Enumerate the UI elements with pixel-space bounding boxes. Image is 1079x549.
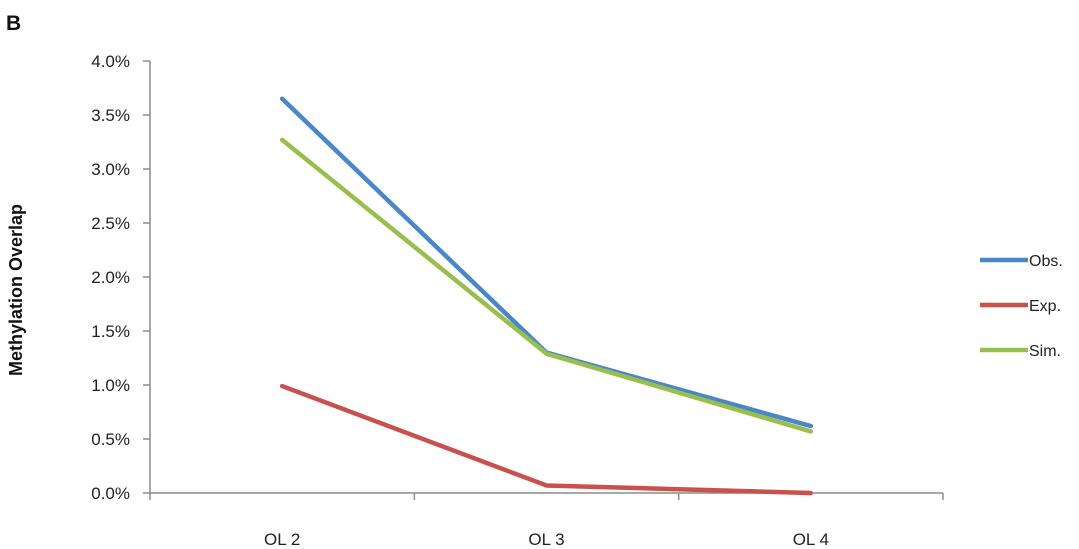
y-axis-title: Methylation Overlap <box>6 204 26 376</box>
legend-label-exp: Exp. <box>1029 298 1061 315</box>
legend-label-sim: Sim. <box>1029 343 1061 360</box>
chart-axes <box>149 61 943 494</box>
series-line-exp <box>279 383 814 496</box>
y-tick-label: 1.0% <box>91 376 130 395</box>
series-line-obs <box>279 96 814 429</box>
y-tick-label: 4.0% <box>91 52 130 71</box>
y-tick-label: 2.0% <box>91 268 130 287</box>
y-tick-label: 3.5% <box>91 106 130 125</box>
panel-label: B <box>6 12 22 35</box>
legend: Obs. Exp. Sim. <box>980 253 1063 360</box>
x-tick-label: OL 4 <box>793 530 829 549</box>
series-line-sim <box>279 137 814 434</box>
y-tick-label: 0.5% <box>91 430 130 449</box>
y-tick-label: 2.5% <box>91 214 130 233</box>
legend-label-obs: Obs. <box>1029 253 1063 270</box>
y-tick-label: 1.5% <box>91 322 130 341</box>
x-axis-ticks: OL 2 OL 3 OL 4 <box>149 493 944 549</box>
series-lines <box>279 96 814 496</box>
x-tick-label: OL 2 <box>264 530 300 549</box>
y-tick-label: 0.0% <box>91 484 130 503</box>
y-tick-label: 3.0% <box>91 160 130 179</box>
y-axis-ticks: 0.0% 0.5% 1.0% 1.5% 2.0% 2.5% 3.0% 3.5% 4.0% <box>91 52 150 503</box>
x-tick-label: OL 3 <box>528 530 564 549</box>
